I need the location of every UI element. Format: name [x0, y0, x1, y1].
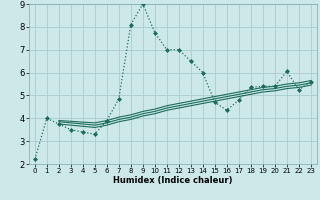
- X-axis label: Humidex (Indice chaleur): Humidex (Indice chaleur): [113, 176, 233, 185]
